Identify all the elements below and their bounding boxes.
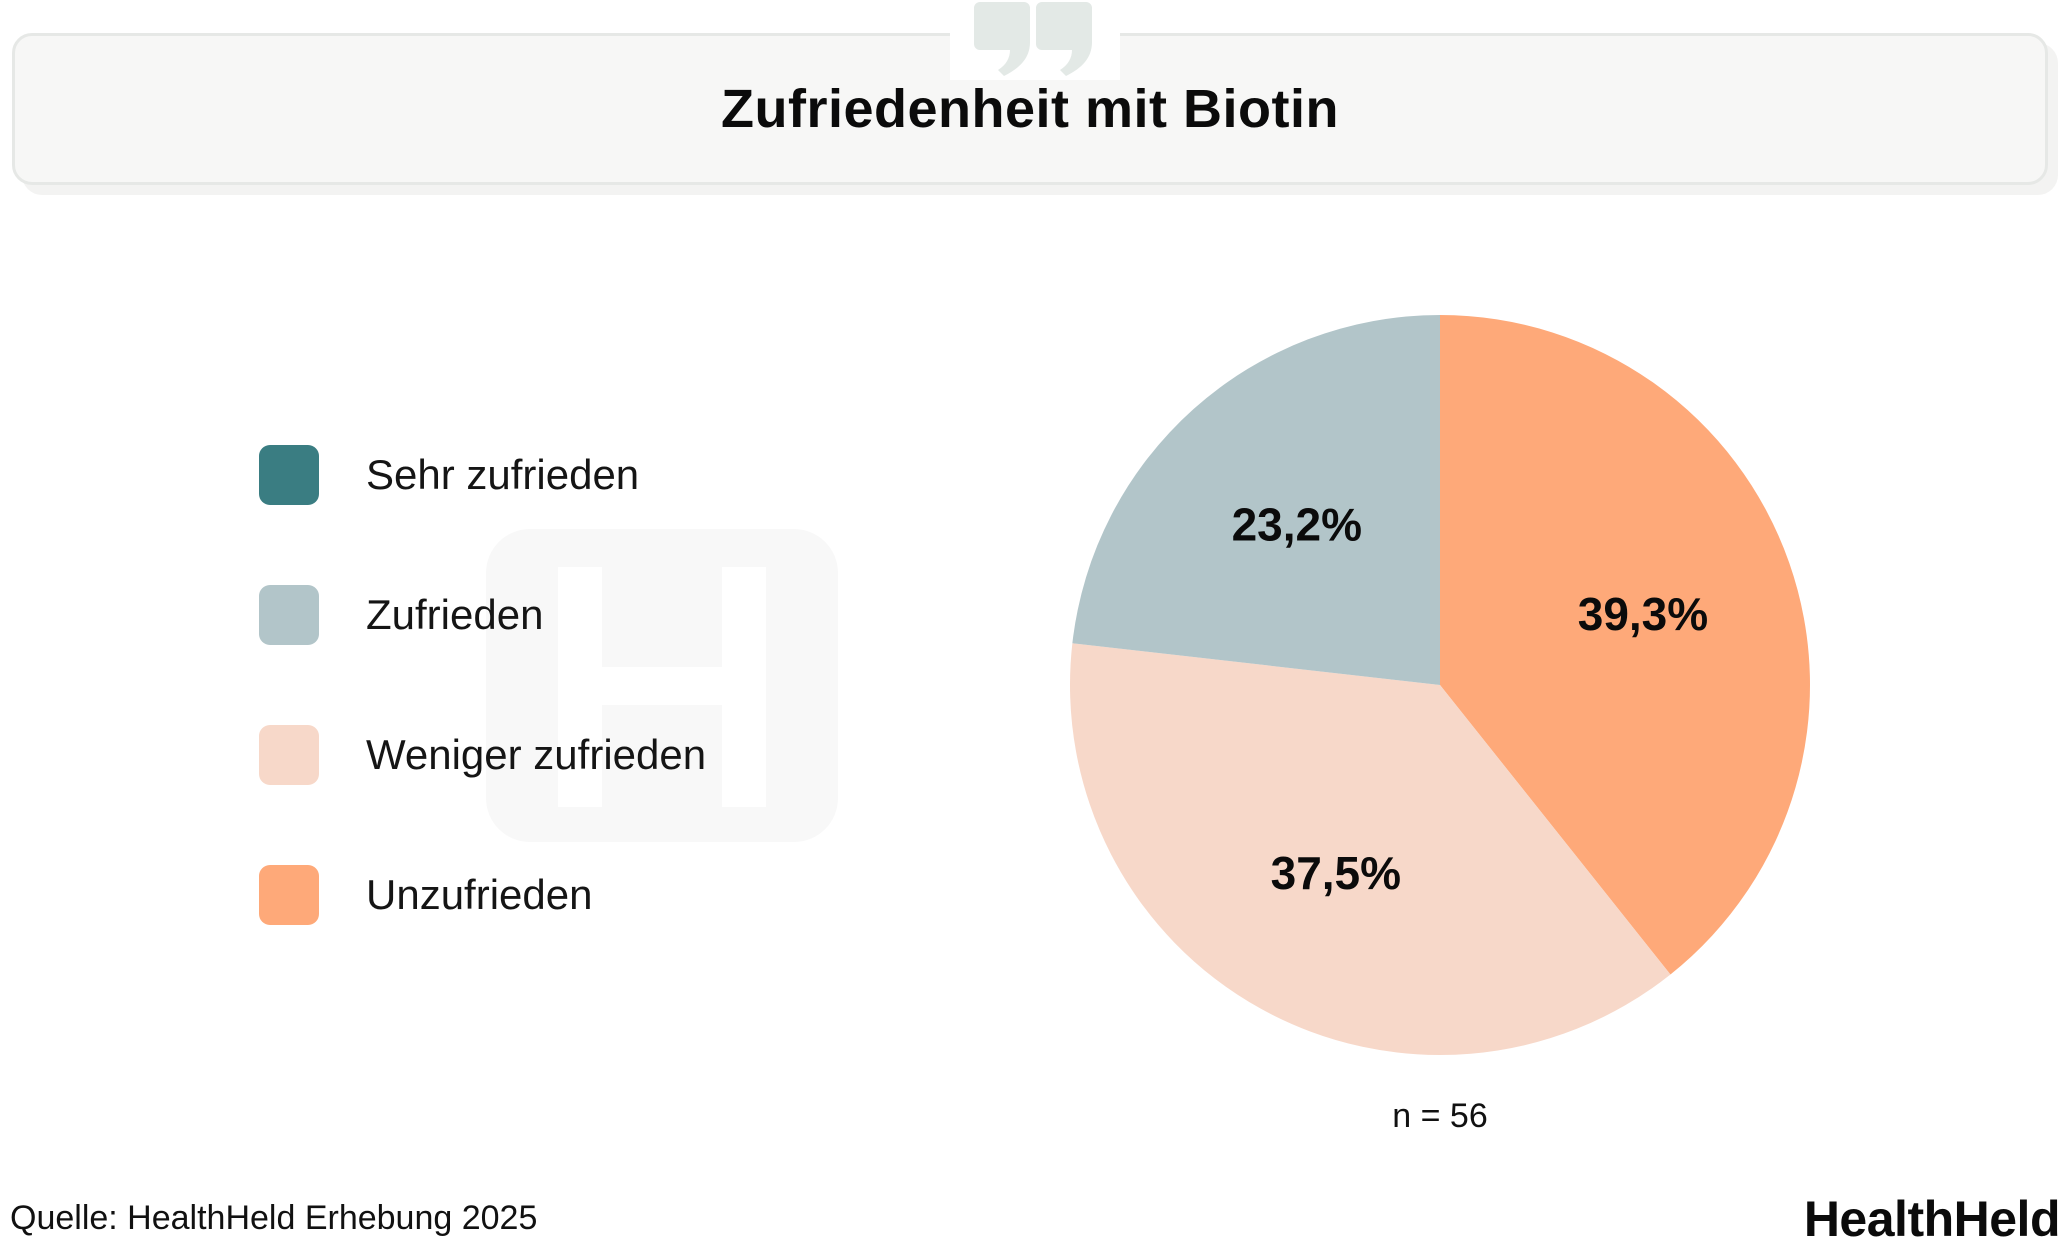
legend-label: Weniger zufrieden — [366, 731, 707, 778]
legend-item: Unzufrieden — [259, 865, 706, 925]
quote-icon — [950, 0, 1120, 80]
pie-slice-label-3: 39,3% — [1578, 588, 1708, 640]
pie-slice-3 — [1440, 315, 1810, 975]
legend-label: Unzufrieden — [366, 871, 593, 918]
pie-chart: 39,3% 37,5% 23,2% — [1070, 315, 1810, 1055]
pie-slice-1 — [1072, 315, 1440, 685]
legend-item: Zufrieden — [259, 585, 706, 645]
legend-item: Sehr zufrieden — [259, 445, 706, 505]
legend-swatch — [259, 445, 319, 505]
brand-logo: HealthHeld — [1803, 1191, 2060, 1247]
legend-label: Zufrieden — [366, 591, 544, 638]
sample-size-label: n = 56 — [1392, 1097, 1488, 1135]
logo-h-icon — [486, 529, 838, 842]
pie-slice-label-1: 23,2% — [1232, 499, 1362, 551]
pie-slice-2 — [1070, 643, 1671, 1055]
chart-title: Zufriedenheit mit Biotin — [721, 79, 1339, 139]
legend-label: Sehr zufrieden — [366, 451, 640, 498]
legend: Sehr zufrieden Zufrieden Weniger zufried… — [259, 445, 706, 1005]
pie-slice-label-2: 37,5% — [1271, 847, 1401, 899]
legend-item: Weniger zufrieden — [259, 725, 706, 785]
legend-swatch — [259, 725, 319, 785]
legend-swatch — [259, 585, 319, 645]
source-note: Quelle: HealthHeld Erhebung 2025 — [10, 1199, 538, 1237]
legend-swatch — [259, 865, 319, 925]
